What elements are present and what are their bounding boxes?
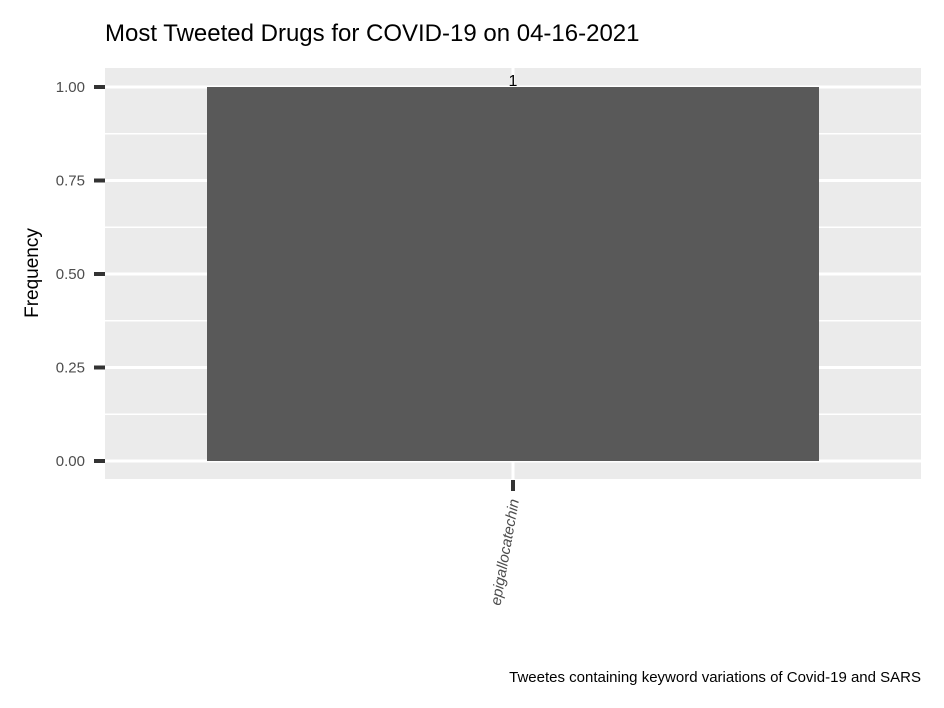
y-axis-title: Frequency bbox=[22, 228, 43, 318]
y-tick-label: 0.00 bbox=[56, 453, 85, 470]
chart-title: Most Tweeted Drugs for COVID-19 on 04-16… bbox=[105, 20, 640, 47]
chart-caption: Tweetes containing keyword variations of… bbox=[509, 669, 921, 686]
y-axis-ticks: 0.00 0.25 0.50 0.75 1.00 bbox=[56, 79, 105, 470]
y-tick-label: 0.50 bbox=[56, 266, 85, 283]
x-axis-ticks: epigallocatechin bbox=[488, 480, 523, 607]
y-tick-label: 0.25 bbox=[56, 360, 85, 377]
x-tick-label: epigallocatechin bbox=[488, 498, 523, 607]
y-tick-label: 1.00 bbox=[56, 79, 85, 96]
bar bbox=[207, 87, 819, 461]
bars: 1 bbox=[207, 73, 819, 461]
y-tick-label: 0.75 bbox=[56, 173, 85, 190]
data-label: 1 bbox=[509, 73, 518, 90]
